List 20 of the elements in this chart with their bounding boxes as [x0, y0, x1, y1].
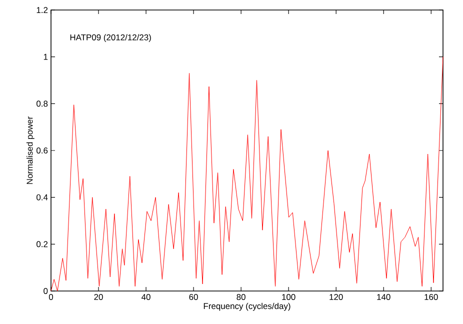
y-tick-label: 1.2: [36, 7, 48, 13]
x-tick-label: 80: [236, 294, 246, 300]
y-tick-label: 0: [44, 288, 48, 294]
x-axis-title: Frequency (cycles/day): [204, 302, 290, 311]
x-tick-label: 120: [330, 294, 343, 300]
x-tick-label: 40: [142, 294, 150, 300]
x-tick-label: 140: [377, 294, 390, 300]
x-tick-label: 0: [48, 294, 54, 300]
y-tick-label: 0.4: [36, 194, 48, 200]
y-tick-label: 1: [44, 54, 48, 60]
y-tick-label: 0.6: [36, 148, 48, 154]
y-axis-title: Normalised power: [26, 116, 34, 184]
x-tick-label: 160: [424, 294, 438, 300]
y-tick-label: 0.2: [36, 241, 48, 248]
annotation: HATP09 (2012/12/23): [70, 34, 151, 42]
x-tick-label: 20: [94, 294, 103, 300]
line-series: [50, 56, 444, 292]
x-tick-label: 60: [189, 294, 198, 300]
y-tick-label: 0.8: [36, 100, 48, 107]
x-tick-label: 100: [282, 294, 296, 300]
